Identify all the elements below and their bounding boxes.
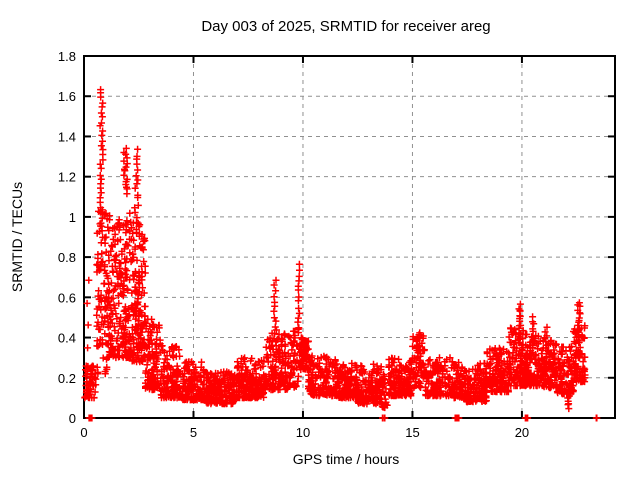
x-tick-label: 15 bbox=[405, 425, 419, 440]
grid-lines bbox=[84, 56, 615, 418]
y-tick-label: 1.4 bbox=[58, 129, 76, 144]
tick-labels: 0 5 10 15 20 0 0.2 0.4 0.6 0.8 1 1.2 1.4 1.6 1.8 bbox=[58, 49, 529, 440]
y-tick-label: 0.2 bbox=[58, 371, 76, 386]
x-tick-label: 10 bbox=[296, 425, 310, 440]
chart-title: Day 003 of 2025, SRMTID for receiver are… bbox=[201, 18, 490, 35]
y-tick-label: 1.6 bbox=[58, 89, 76, 104]
scatter-points-layer bbox=[81, 86, 601, 422]
y-tick-label: 0.6 bbox=[58, 290, 76, 305]
y-tick-label: 1 bbox=[69, 210, 76, 225]
scatter-points bbox=[81, 86, 601, 422]
y-tick-label: 0 bbox=[69, 411, 76, 426]
x-tick-label: 0 bbox=[80, 425, 87, 440]
y-tick-label: 1.8 bbox=[58, 49, 76, 64]
x-axis-label: GPS time / hours bbox=[293, 451, 400, 467]
x-tick-label: 20 bbox=[515, 425, 529, 440]
y-tick-label: 0.4 bbox=[58, 331, 76, 346]
y-axis-label: SRMTID / TECUs bbox=[9, 182, 25, 292]
x-tick-label: 5 bbox=[190, 425, 197, 440]
axes-and-ticks bbox=[83, 55, 616, 419]
y-tick-label: 1.2 bbox=[58, 170, 76, 185]
y-tick-label: 0.8 bbox=[58, 250, 76, 265]
plot-border bbox=[83, 55, 616, 419]
